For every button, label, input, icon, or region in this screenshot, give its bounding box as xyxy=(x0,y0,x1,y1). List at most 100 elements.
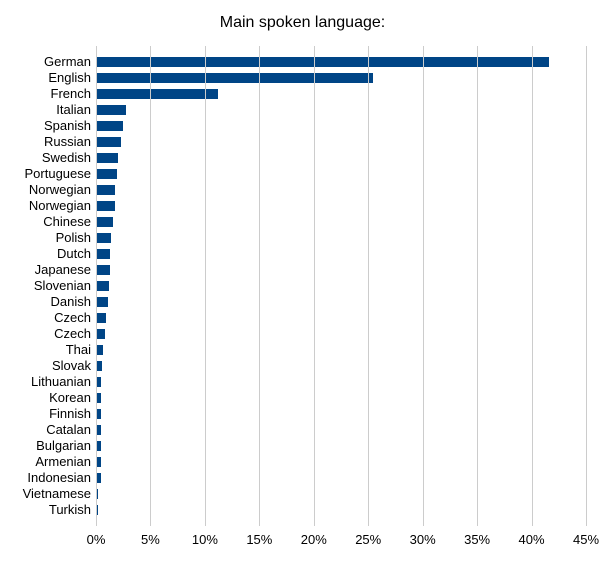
bar-row xyxy=(96,166,586,182)
x-tick-label: 15% xyxy=(239,532,279,547)
bar-row xyxy=(96,246,586,262)
bar-row xyxy=(96,118,586,134)
bar xyxy=(96,169,117,179)
bar-row xyxy=(96,278,586,294)
bar xyxy=(96,57,549,67)
y-tick-label: Catalan xyxy=(1,422,91,438)
y-tick-label: Czech xyxy=(1,310,91,326)
plot-area xyxy=(96,46,586,526)
y-tick-label: French xyxy=(1,86,91,102)
bar xyxy=(96,185,115,195)
bar-row xyxy=(96,454,586,470)
gridline xyxy=(532,46,533,526)
chart-container: Main spoken language: 0% 5% 10% 15% 20% 25% 30… xyxy=(0,0,605,563)
y-tick-label: Norwegian xyxy=(1,198,91,214)
bar-row xyxy=(96,198,586,214)
gridline xyxy=(96,46,97,526)
bar-row xyxy=(96,214,586,230)
gridline xyxy=(423,46,424,526)
bar-row xyxy=(96,422,586,438)
bar xyxy=(96,89,218,99)
bar-row xyxy=(96,310,586,326)
y-tick-label: Norwegian xyxy=(1,182,91,198)
bar-row xyxy=(96,70,586,86)
bar-row xyxy=(96,262,586,278)
y-tick-label: Korean xyxy=(1,390,91,406)
bar-row xyxy=(96,502,586,518)
bar-row xyxy=(96,374,586,390)
bar xyxy=(96,297,108,307)
y-tick-label: Slovenian xyxy=(1,278,91,294)
bar-row xyxy=(96,150,586,166)
bar xyxy=(96,217,113,227)
y-tick-label: Indonesian xyxy=(1,470,91,486)
y-tick-label: Swedish xyxy=(1,150,91,166)
y-tick-label: Vietnamese xyxy=(1,486,91,502)
y-tick-label: Bulgarian xyxy=(1,438,91,454)
y-tick-label: Chinese xyxy=(1,214,91,230)
bar-row xyxy=(96,86,586,102)
bar-row xyxy=(96,182,586,198)
x-tick-label: 35% xyxy=(457,532,497,547)
y-tick-label: Turkish xyxy=(1,502,91,518)
x-tick-label: 10% xyxy=(185,532,225,547)
gridline xyxy=(368,46,369,526)
bar-row xyxy=(96,358,586,374)
x-tick-label: 5% xyxy=(130,532,170,547)
y-tick-label: Portuguese xyxy=(1,166,91,182)
gridline xyxy=(259,46,260,526)
bar xyxy=(96,281,109,291)
bar-row xyxy=(96,54,586,70)
bar-row xyxy=(96,390,586,406)
gridline xyxy=(205,46,206,526)
y-tick-label: Finnish xyxy=(1,406,91,422)
x-tick-label: 45% xyxy=(566,532,605,547)
bar xyxy=(96,121,123,131)
bar-row xyxy=(96,470,586,486)
bar-row xyxy=(96,102,586,118)
bar xyxy=(96,313,106,323)
y-tick-label: Lithuanian xyxy=(1,374,91,390)
gridline xyxy=(314,46,315,526)
bar-row xyxy=(96,486,586,502)
gridline xyxy=(477,46,478,526)
bar-row xyxy=(96,438,586,454)
bar-row xyxy=(96,134,586,150)
bar xyxy=(96,265,110,275)
bar xyxy=(96,153,118,163)
x-tick-label: 20% xyxy=(294,532,334,547)
bar xyxy=(96,201,115,211)
bar-row xyxy=(96,406,586,422)
bar-row xyxy=(96,294,586,310)
bar xyxy=(96,137,121,147)
y-tick-label: German xyxy=(1,54,91,70)
y-tick-label: Czech xyxy=(1,326,91,342)
y-tick-label: Armenian xyxy=(1,454,91,470)
x-tick-label: 30% xyxy=(403,532,443,547)
bar xyxy=(96,105,126,115)
bar xyxy=(96,233,111,243)
bar xyxy=(96,329,105,339)
y-tick-label: English xyxy=(1,70,91,86)
gridline xyxy=(150,46,151,526)
y-tick-label: Danish xyxy=(1,294,91,310)
y-tick-label: Slovak xyxy=(1,358,91,374)
y-tick-label: Italian xyxy=(1,102,91,118)
y-tick-label: Japanese xyxy=(1,262,91,278)
y-tick-label: Spanish xyxy=(1,118,91,134)
bar xyxy=(96,249,110,259)
x-tick-label: 0% xyxy=(76,532,116,547)
bar-row xyxy=(96,342,586,358)
chart-title: Main spoken language: xyxy=(0,14,605,32)
bars-layer xyxy=(96,46,586,526)
x-tick-label: 25% xyxy=(348,532,388,547)
bar xyxy=(96,73,373,83)
x-tick-label: 40% xyxy=(512,532,552,547)
bar-row xyxy=(96,326,586,342)
gridline xyxy=(586,46,587,526)
bar-row xyxy=(96,230,586,246)
y-tick-label: Dutch xyxy=(1,246,91,262)
y-tick-label: Thai xyxy=(1,342,91,358)
y-tick-label: Polish xyxy=(1,230,91,246)
y-tick-label: Russian xyxy=(1,134,91,150)
